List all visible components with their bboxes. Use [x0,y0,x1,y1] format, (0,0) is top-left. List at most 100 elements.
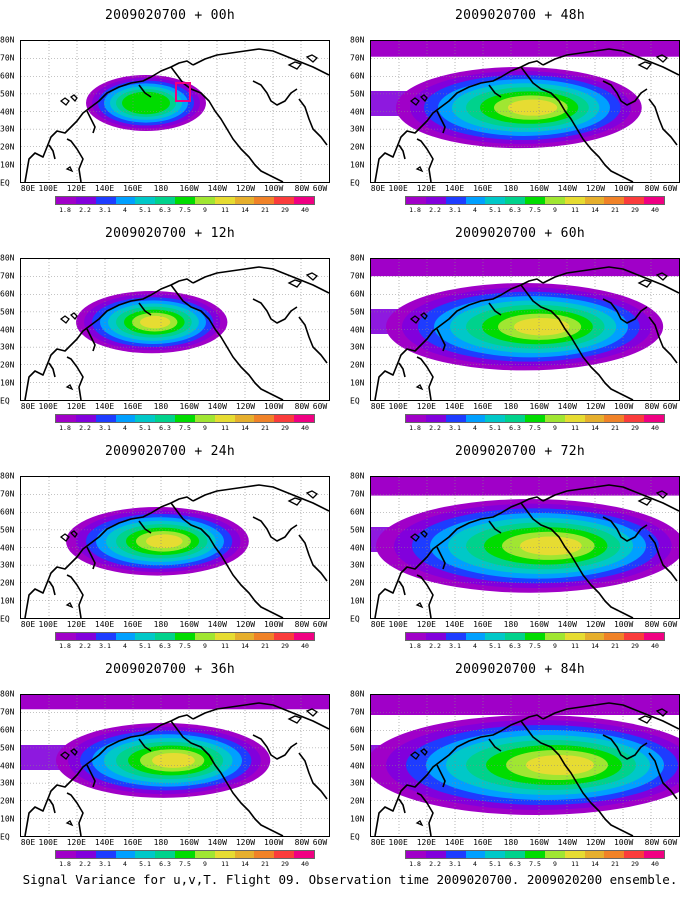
coastline [488,738,502,752]
colorbar-label: 1.8 [409,642,421,650]
coastline [66,138,84,182]
island-outline [59,97,70,106]
island-outline [65,384,74,391]
island-outline [287,497,303,506]
colorbar-swatch [624,197,645,204]
longitude-label: 120E [66,838,86,847]
longitude-label: 120E [66,402,86,411]
longitude-labels: 80E 100E 120E 140E 160E 180 160W 140W 120W 100W 80… [370,838,680,848]
latitude-label: 40N [0,325,15,334]
coastline [542,266,679,294]
panel-title: 2009020700 + 36h [104,662,236,677]
longitude-label: 120E [416,620,436,629]
colorbar-label: 1.8 [409,860,421,868]
coastline [436,110,446,134]
colorbar-swatch [505,851,526,858]
island-outline [59,315,70,324]
island-outline [59,751,70,760]
colorbar-swatch [155,851,176,858]
colorbar-label: 6.3 [509,860,521,868]
longitude-label: 120W [585,838,606,847]
coastline [488,84,502,98]
colorbar-label: 9 [553,642,557,650]
island-outline [637,61,653,70]
longitude-label: 140W [557,620,577,629]
coastline [252,734,298,760]
latitude-label: 20N [350,578,365,588]
latitude-label: 50N [0,743,15,753]
colorbar-label: 29 [631,860,639,868]
longitude-label: 80E [20,184,36,193]
colorbar-swatch [175,633,195,640]
variance-band [371,259,679,277]
colorbar-label: 14 [241,206,249,214]
colorbar-labels: 1.8 2.2 3.1 4 5.1 6.3 7.5 9 11 14 21 29 40 [55,860,315,869]
island-outline [305,708,319,717]
coastline [86,764,96,788]
longitude-label: 120W [235,402,256,411]
coastline [192,484,329,512]
longitude-label: 80E [20,402,36,411]
colorbar-swatch [485,633,506,640]
colorbar-swatch [234,415,255,422]
coastline [86,328,96,352]
colorbar-swatch [175,415,195,422]
island-outline [69,748,78,757]
panel-title: 2009020700 + 48h [454,8,586,23]
longitude-label: 180 [153,838,169,847]
latitude-label: 30N [0,124,15,134]
colorbar-labels: 1.8 2.2 3.1 4 5.1 6.3 7.5 9 11 14 21 29 40 [55,642,315,651]
longitude-label: 160E [123,838,143,847]
island-outline [65,820,74,827]
colorbar-swatch [95,633,116,640]
colorbar-label: 4 [123,206,127,214]
coastline [648,98,678,146]
island-outline [415,820,424,827]
colorbar-swatch [95,197,116,204]
island-outline [69,312,78,321]
coastline [648,752,678,800]
colorbar-label: 11 [221,424,229,432]
longitude-label: 80W [294,620,310,629]
longitude-label: 180 [503,402,519,411]
colorbar-labels: 1.8 2.2 3.1 4 5.1 6.3 7.5 9 11 14 21 29 40 [55,424,315,433]
coastline [24,496,194,618]
longitude-label: 120E [416,838,436,847]
colorbar-swatch [406,633,426,640]
colorbar-label: 40 [651,206,659,214]
latitude-label: 50N [350,307,365,317]
longitude-label: 120E [416,184,436,193]
latitude-label: 80N [350,253,365,263]
longitude-label: 160E [123,402,143,411]
colorbar-label: 3.1 [99,424,111,432]
colorbar-swatch [584,197,605,204]
latitude-label: 60N [350,507,365,517]
colorbar-label: 3.1 [99,642,111,650]
latitude-label: EQ [0,832,10,842]
longitude-label: 160W [529,838,549,847]
island-outline [287,715,303,724]
colorbar-label: 14 [591,642,599,650]
coastline [66,792,84,836]
colorbar-swatch [56,633,76,640]
longitude-label: 140E [444,838,465,847]
longitude-label: 140W [557,402,577,411]
longitude-label: 140W [207,620,227,629]
colorbar-swatch [274,415,295,422]
latitude-label: 10N [0,596,15,606]
island-outline [65,166,74,173]
longitude-label: 80E [370,402,386,411]
coastline [374,60,544,182]
variance-contour [520,536,582,556]
colorbar-swatch [445,633,466,640]
colorbar-label: 7.5 [179,424,191,432]
coastline [602,516,648,542]
longitude-label: 80E [370,620,386,629]
colorbar-swatch [56,851,76,858]
longitude-label: 80E [20,838,36,847]
map-panel: 2009020700 + 72h 80N 70N 60N 50N 40N 30N 20N 10N… [350,436,690,651]
coastline [488,520,502,534]
coastline [374,496,544,618]
latitude-label: 30N [0,342,15,352]
island-outline [637,279,653,288]
